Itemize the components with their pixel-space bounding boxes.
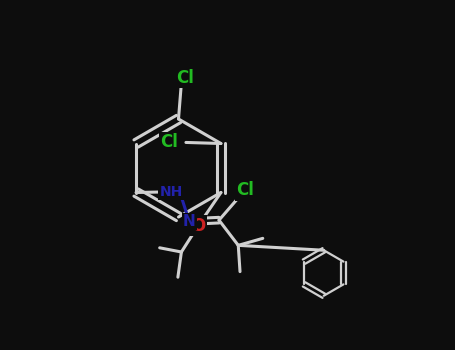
Text: N: N bbox=[183, 214, 196, 229]
Text: Cl: Cl bbox=[177, 69, 194, 87]
Text: O: O bbox=[191, 217, 205, 235]
Text: Cl: Cl bbox=[160, 133, 178, 152]
Text: NH: NH bbox=[159, 185, 183, 199]
Text: Cl: Cl bbox=[236, 181, 254, 200]
